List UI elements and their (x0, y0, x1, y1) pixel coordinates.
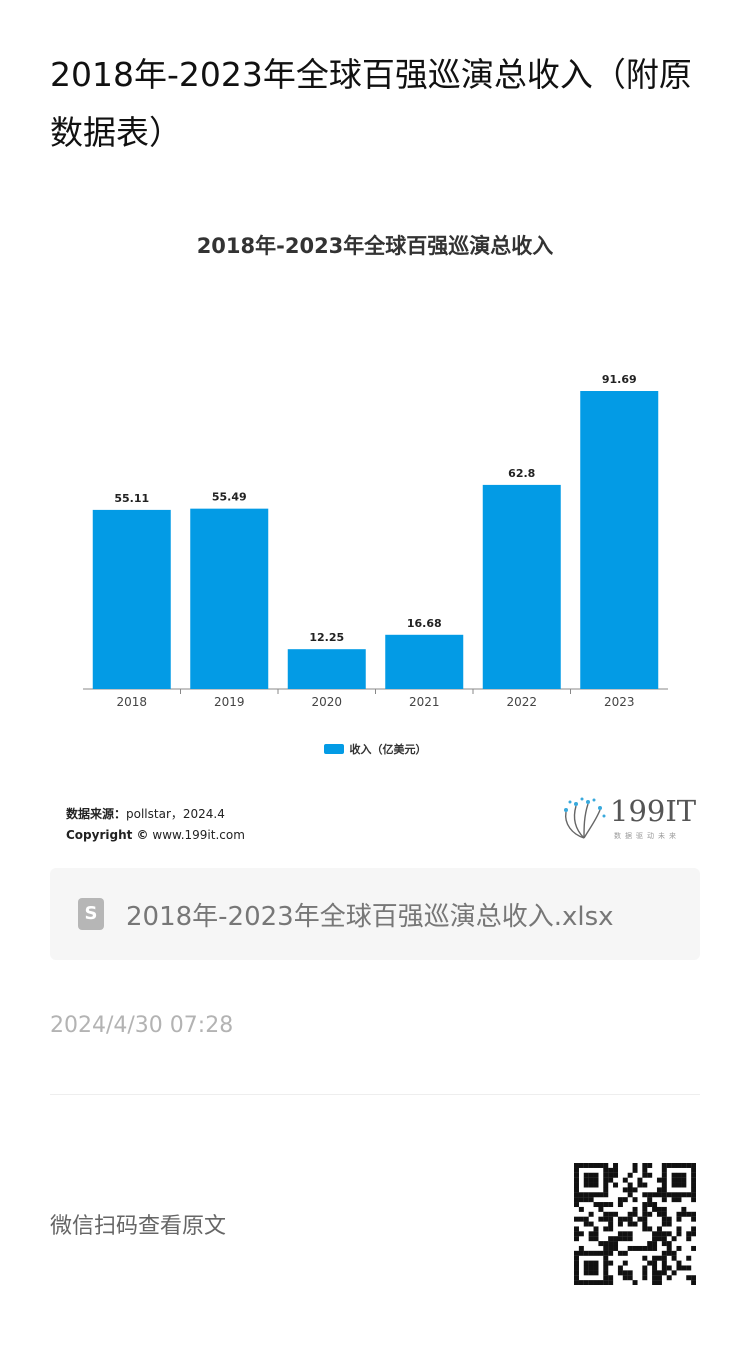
bar-2020 (287, 649, 366, 689)
value-label-2022: 62.8 (508, 467, 535, 480)
copyright-label: Copyright © (66, 828, 149, 842)
value-label-2023: 91.69 (602, 373, 637, 386)
value-label-2021: 16.68 (407, 617, 442, 630)
copyright-value: www.199it.com (152, 828, 245, 842)
attachment-file-name: 2018年-2023年全球百强巡演总收入.xlsx (126, 901, 614, 932)
bar-2023 (580, 391, 659, 689)
value-label-2020: 12.25 (309, 631, 344, 644)
x-tick-label-2018: 2018 (116, 695, 147, 709)
spreadsheet-file-icon: S (78, 898, 104, 930)
bar-2022 (482, 484, 561, 689)
logo-subtitle: 数据驱动未来 (614, 832, 680, 840)
source-value: pollstar，2024.4 (126, 807, 225, 821)
value-label-2019: 55.49 (212, 491, 247, 504)
value-label-2018: 55.11 (114, 492, 149, 505)
x-tick-label-2020: 2020 (311, 695, 342, 709)
scan-to-view-text: 微信扫码查看原文 (50, 1214, 227, 1239)
x-tick-label-2021: 2021 (409, 695, 440, 709)
bar-2021 (385, 634, 464, 689)
legend-swatch (323, 744, 344, 754)
post-timestamp: 2024/4/30 07:28 (50, 1013, 234, 1038)
legend-label: 收入（亿美元） (349, 743, 427, 756)
attachment-file[interactable]: S 2018年-2023年全球百强巡演总收入.xlsx (50, 868, 700, 960)
dandelion-icon (564, 797, 606, 839)
logo-text: 199IT (610, 794, 697, 828)
chart-legend: 收入（亿美元） (50, 741, 700, 757)
x-tick-label-2023: 2023 (604, 695, 635, 709)
bar-chart: 55.11 2018 55.49 2019 12.25 2020 16.68 2021 62.8… (83, 373, 668, 709)
article-title: 2018年-2023年全球百强巡演总收入（附原数据表） (50, 55, 692, 152)
199it-logo: 199IT 数据驱动未来 (558, 794, 698, 844)
divider (50, 1094, 700, 1095)
data-source: 数据来源：pollstar，2024.4 Copyright © www.199… (66, 804, 245, 846)
bar-2018 (92, 509, 171, 689)
chart-title: 2018年-2023年全球百强巡演总收入 (196, 234, 554, 258)
x-tick-label-2022: 2022 (506, 695, 537, 709)
bar-2019 (190, 508, 269, 689)
x-tick-label-2019: 2019 (214, 695, 245, 709)
chart-image: 55.11 2018 55.49 2019 12.25 2020 16.68 2021 62.8… (50, 200, 700, 860)
source-label: 数据来源： (66, 807, 127, 821)
qr-code[interactable] (574, 1163, 696, 1285)
